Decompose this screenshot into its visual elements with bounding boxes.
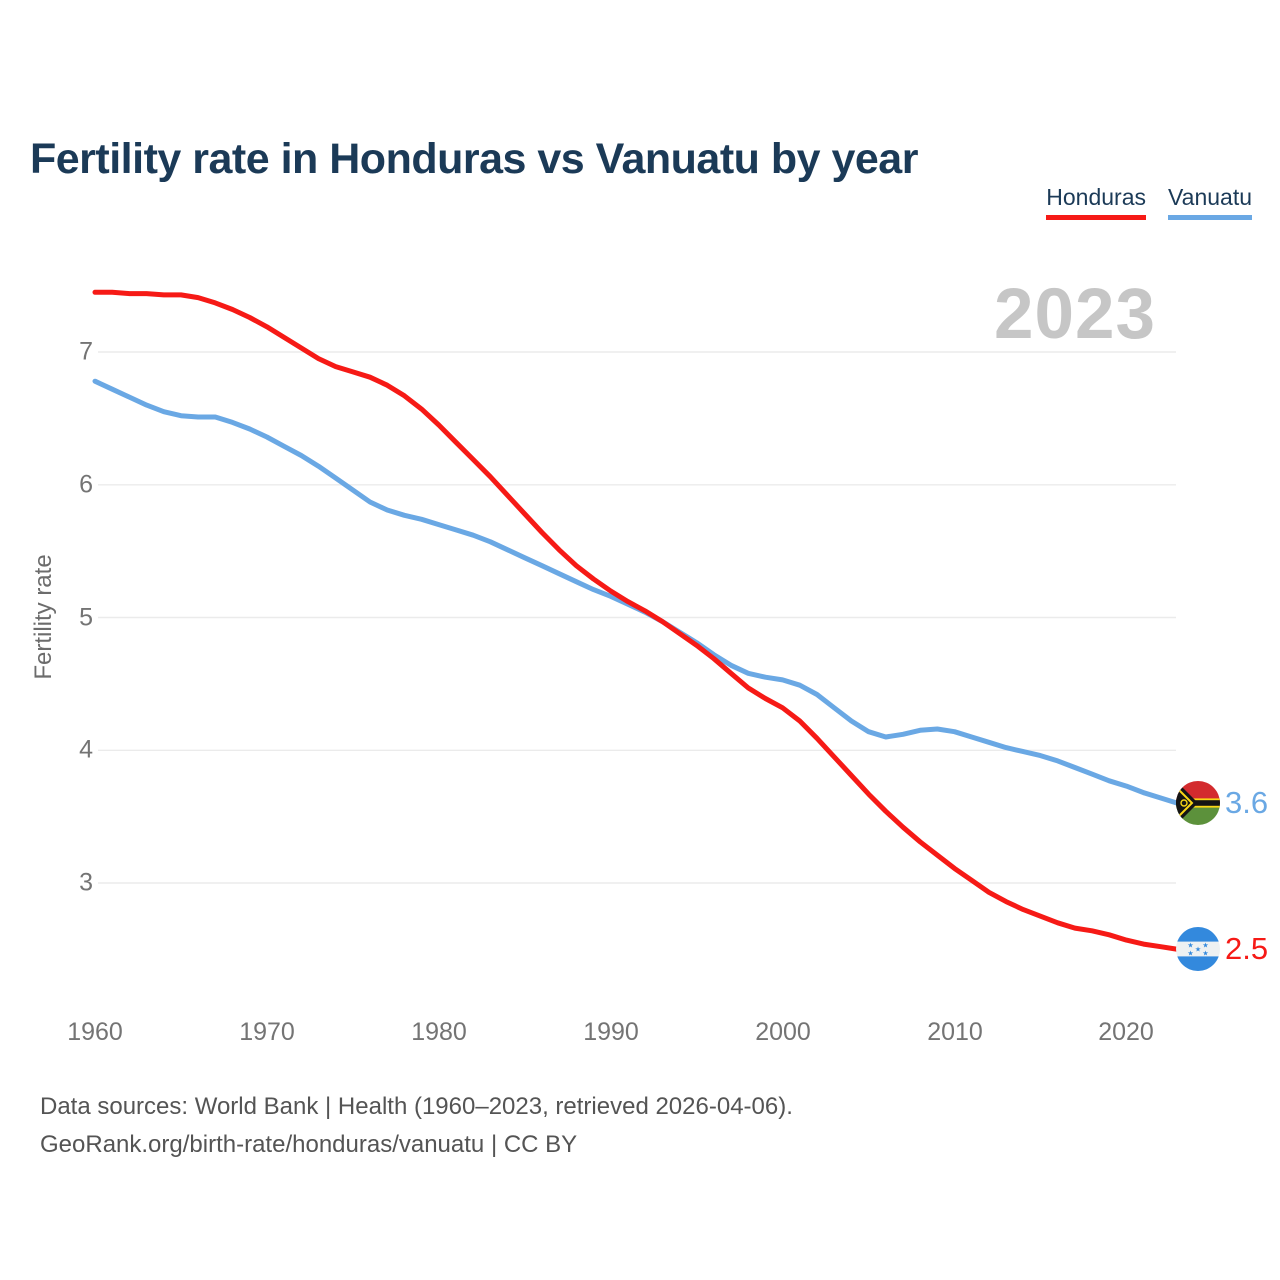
- vanuatu-flag-icon: [1176, 781, 1220, 825]
- legend-item-vanuatu[interactable]: Vanuatu: [1168, 184, 1252, 220]
- data-source-note: Data sources: World Bank | Health (1960–…: [40, 1088, 793, 1164]
- x-tick-label: 1960: [67, 1018, 123, 1046]
- vanuatu-end-value: 3.6: [1225, 785, 1269, 820]
- x-tick-label: 2010: [927, 1018, 983, 1046]
- x-tick-label: 1970: [239, 1018, 295, 1046]
- svg-text:★: ★: [1195, 946, 1201, 954]
- data-source-line1: Data sources: World Bank | Health (1960–…: [40, 1093, 793, 1120]
- honduras-flag-icon: ★ ★ ★ ★ ★: [1176, 927, 1220, 971]
- y-tick-label: 6: [79, 470, 93, 499]
- y-tick-label: 5: [79, 603, 93, 632]
- x-tick-label: 1980: [411, 1018, 467, 1046]
- y-axis-title: Fertility rate: [30, 554, 57, 680]
- x-tick-label: 2020: [1098, 1018, 1154, 1046]
- y-tick-label: 7: [79, 337, 93, 366]
- watermark-year: 2023: [994, 275, 1156, 354]
- honduras-end-value: 2.5: [1225, 931, 1269, 966]
- series-lines: [92, 289, 1181, 952]
- x-tick-label: 2000: [755, 1018, 811, 1046]
- y-tick-label: 3: [79, 868, 93, 897]
- svg-text:★: ★: [1202, 942, 1208, 950]
- data-source-line2: GeoRank.org/birth-rate/honduras/vanuatu …: [40, 1131, 578, 1158]
- legend: Honduras Vanuatu: [1046, 184, 1252, 220]
- svg-text:★: ★: [1187, 942, 1193, 950]
- x-tick-label: 1990: [583, 1018, 639, 1046]
- page-title: Fertility rate in Honduras vs Vanuatu by…: [30, 134, 918, 183]
- gridlines: [98, 351, 1176, 884]
- y-tick-label: 4: [79, 735, 93, 764]
- svg-text:★: ★: [1187, 950, 1193, 958]
- legend-item-honduras[interactable]: Honduras: [1046, 184, 1147, 220]
- svg-text:★: ★: [1202, 950, 1208, 958]
